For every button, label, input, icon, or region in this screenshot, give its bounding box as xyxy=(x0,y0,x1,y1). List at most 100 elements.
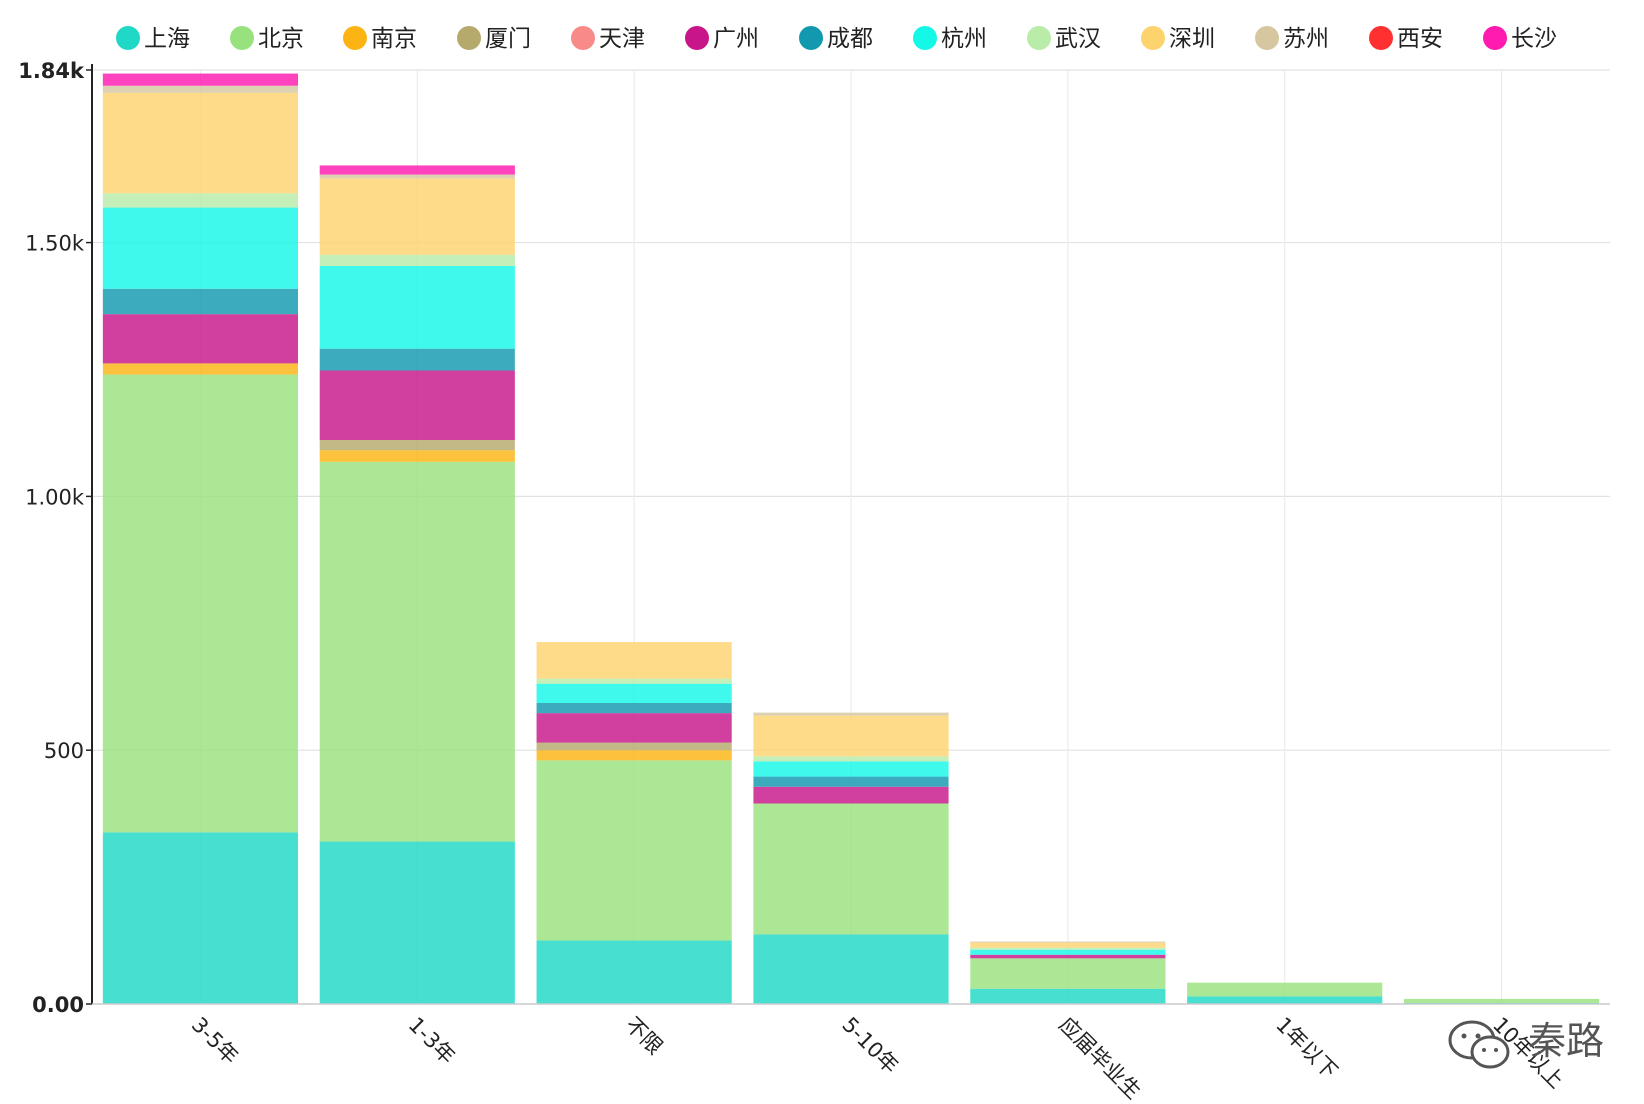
bar-segment[interactable] xyxy=(319,461,515,842)
legend-marker[interactable] xyxy=(1483,26,1507,50)
bar-segment[interactable] xyxy=(536,940,732,1004)
bar-segment[interactable] xyxy=(536,713,732,743)
legend-marker[interactable] xyxy=(1027,26,1051,50)
legend-label[interactable]: 厦门 xyxy=(485,26,531,52)
bar-segment[interactable] xyxy=(319,174,515,179)
legend-marker[interactable] xyxy=(1369,26,1393,50)
bar-segment[interactable] xyxy=(753,761,949,777)
y-tick-label: 0.00 xyxy=(32,993,84,1017)
bar-segment[interactable] xyxy=(753,756,949,762)
y-axis-ticks: 0.00 500 1.00k 1.50k 1.84k xyxy=(18,59,92,1017)
legend-label[interactable]: 天津 xyxy=(599,26,645,52)
bar-segment[interactable] xyxy=(1187,996,1383,1004)
x-tick-label: 不限 xyxy=(621,1013,668,1060)
legend-marker[interactable] xyxy=(343,26,367,50)
bar-stacks xyxy=(102,73,1600,1004)
bar-stack xyxy=(753,712,949,1004)
legend-marker[interactable] xyxy=(116,26,140,50)
bar-segment[interactable] xyxy=(102,374,299,833)
bar-segment[interactable] xyxy=(536,678,732,684)
bar-segment[interactable] xyxy=(1187,982,1383,997)
bar-segment[interactable] xyxy=(970,949,1166,955)
bar-segment[interactable] xyxy=(102,288,299,315)
legend-label[interactable]: 北京 xyxy=(258,26,304,52)
wechat-icon xyxy=(1448,1020,1510,1069)
bar-segment[interactable] xyxy=(319,440,515,451)
bar-segment[interactable] xyxy=(970,958,1166,989)
bar-segment[interactable] xyxy=(102,832,299,1004)
legend-label[interactable]: 成都 xyxy=(827,26,873,52)
bar-segment[interactable] xyxy=(753,715,949,757)
bar-segment[interactable] xyxy=(970,954,1166,959)
bar-segment[interactable] xyxy=(970,942,1166,948)
y-tick-label: 500 xyxy=(44,739,84,763)
legend-marker[interactable] xyxy=(685,26,709,50)
bar-segment[interactable] xyxy=(319,265,515,349)
x-tick-label: 5-10年 xyxy=(837,1013,903,1079)
bar-segment[interactable] xyxy=(319,165,515,175)
bar-segment[interactable] xyxy=(753,934,949,1004)
bar-segment[interactable] xyxy=(102,314,299,364)
bar-segment[interactable] xyxy=(319,450,515,462)
bar-segment[interactable] xyxy=(753,712,949,716)
legend-marker[interactable] xyxy=(799,26,823,50)
legend-label[interactable]: 南京 xyxy=(371,26,417,52)
chart-legend: 上海 北京 南京 厦门 天津 广州 成都 杭州 武汉 深圳 苏州 西安 长沙 xyxy=(116,26,1557,52)
y-tick-label: 1.00k xyxy=(25,485,85,509)
bar-segment[interactable] xyxy=(536,683,732,703)
bar-segment[interactable] xyxy=(102,73,299,86)
bar-segment[interactable] xyxy=(102,363,299,375)
x-tick-label: 1-3年 xyxy=(404,1013,460,1069)
legend-label[interactable]: 广州 xyxy=(713,26,759,52)
bar-stack xyxy=(1403,998,1600,1004)
bar-segment[interactable] xyxy=(1403,998,1600,1003)
bar-segment[interactable] xyxy=(970,941,1166,943)
legend-marker[interactable] xyxy=(457,26,481,50)
bar-segment[interactable] xyxy=(536,702,732,714)
bar-segment[interactable] xyxy=(319,841,515,1004)
x-tick-label: 3-5年 xyxy=(187,1013,243,1069)
x-tick-label: 应届毕业生 xyxy=(1054,1013,1145,1104)
x-tick-label: 1年以下 xyxy=(1271,1013,1342,1084)
bar-segment[interactable] xyxy=(536,760,732,941)
bar-segment[interactable] xyxy=(753,803,949,935)
bar-segment[interactable] xyxy=(536,750,732,761)
bar-segment[interactable] xyxy=(970,947,1166,950)
bar-segment[interactable] xyxy=(536,642,732,679)
bar-segment[interactable] xyxy=(753,786,949,804)
legend-label[interactable]: 杭州 xyxy=(941,26,987,52)
bar-stack xyxy=(536,642,732,1004)
legend-label[interactable]: 深圳 xyxy=(1169,26,1215,52)
watermark-text: 秦路 xyxy=(1528,1019,1604,1063)
axes xyxy=(91,64,1610,1005)
legend-label[interactable]: 长沙 xyxy=(1511,26,1557,52)
bar-segment[interactable] xyxy=(970,988,1166,1004)
bar-segment[interactable] xyxy=(319,254,515,266)
bar-segment[interactable] xyxy=(319,348,515,371)
legend-marker[interactable] xyxy=(230,26,254,50)
legend-marker[interactable] xyxy=(1255,26,1279,50)
legend-marker[interactable] xyxy=(913,26,937,50)
bar-segment[interactable] xyxy=(102,193,299,208)
watermark: 秦路 xyxy=(1448,1019,1604,1069)
bar-stack xyxy=(319,165,515,1004)
legend-label[interactable]: 苏州 xyxy=(1283,26,1329,52)
bar-segment[interactable] xyxy=(102,207,299,289)
bar-stack xyxy=(102,73,299,1004)
bar-stack xyxy=(1187,982,1383,1004)
x-axis-ticks: 3-5年 1-3年 不限 5-10年 应届毕业生 1年以下 10年以上 xyxy=(187,1013,1569,1104)
bar-segment[interactable] xyxy=(102,85,299,93)
bar-segment[interactable] xyxy=(319,178,515,255)
bar-segment[interactable] xyxy=(753,776,949,787)
legend-label[interactable]: 武汉 xyxy=(1055,26,1101,52)
legend-label[interactable]: 上海 xyxy=(144,26,190,52)
bar-segment[interactable] xyxy=(536,742,732,751)
legend-marker[interactable] xyxy=(571,26,595,50)
bar-segment[interactable] xyxy=(102,92,299,194)
y-tick-label: 1.84k xyxy=(18,59,85,83)
legend-marker[interactable] xyxy=(1141,26,1165,50)
bar-segment[interactable] xyxy=(319,370,515,441)
y-tick-label: 1.50k xyxy=(25,232,85,256)
legend-label[interactable]: 西安 xyxy=(1397,26,1443,52)
